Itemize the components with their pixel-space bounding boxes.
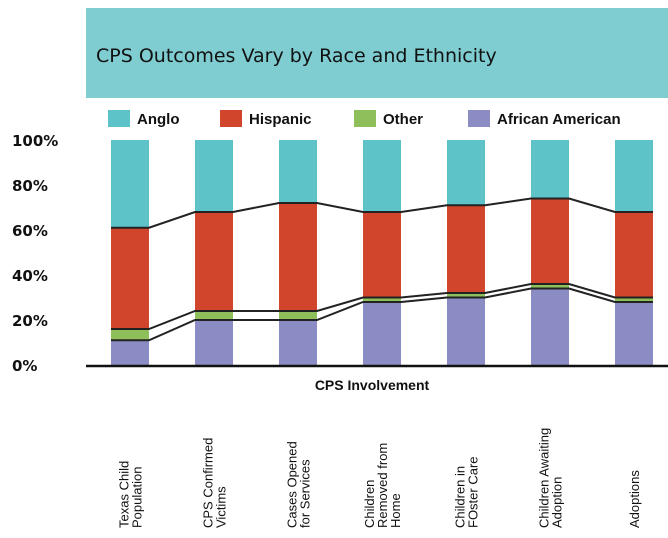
bar-segment: [279, 203, 317, 311]
bar-segment: [279, 311, 317, 320]
y-tick-label: 40%: [12, 267, 48, 285]
bar-segment: [111, 140, 149, 228]
y-axis: 0% 20% 40% 60% 80% 100%: [12, 132, 58, 375]
bar-segment: [447, 140, 485, 206]
legend-label: Other: [383, 111, 423, 128]
legend: Anglo Hispanic Other African American: [86, 98, 668, 140]
x-tick-label-line: Population: [130, 467, 145, 528]
bar-segment: [279, 320, 317, 365]
bar-segment: [363, 212, 401, 298]
bar-segment: [615, 302, 653, 365]
bar-segment: [363, 140, 401, 212]
x-tick-label-line: Removed from: [375, 443, 390, 528]
legend-swatch: [220, 110, 242, 127]
legend-label: African American: [497, 111, 621, 128]
y-tick-label: 60%: [12, 222, 48, 240]
x-tick-label-line: for Services: [298, 459, 313, 528]
bar-segment: [363, 297, 401, 302]
legend-background: [86, 98, 668, 140]
x-tick-label-line: Children Awaiting: [537, 428, 552, 528]
legend-swatch: [108, 110, 130, 127]
x-tick-label-line: Victims: [214, 486, 229, 528]
bar-segment: [615, 140, 653, 212]
x-tick-label-line: Adoptions: [627, 470, 642, 528]
bar-segment: [363, 302, 401, 365]
legend-swatch: [468, 110, 490, 127]
x-tick-label-line: FOster Care: [466, 456, 481, 528]
x-tick-label-line: Children: [362, 480, 377, 528]
segment-boundary-line: [111, 287, 653, 342]
x-tick-label-line: Home: [388, 493, 403, 528]
bar-segment: [111, 227, 149, 329]
bar-segment: [531, 284, 569, 289]
x-tick-label-line: CPS Confirmed: [201, 438, 216, 528]
boundary-lines: [111, 197, 653, 342]
chart-title: CPS Outcomes Vary by Race and Ethnicity: [96, 45, 497, 67]
x-tick-label-line: Texas Child: [117, 461, 132, 528]
bar-segment: [111, 340, 149, 365]
x-tick-label-line: Adoption: [550, 477, 565, 528]
segment-boundary-line: [111, 197, 653, 229]
legend-label: Hispanic: [249, 111, 312, 128]
bar-segment: [195, 212, 233, 311]
bar-segment: [531, 288, 569, 365]
bar-segment: [279, 140, 317, 203]
bar-segment: [195, 320, 233, 365]
y-tick-label: 20%: [12, 312, 48, 330]
bars: [111, 140, 653, 365]
bar-segment: [447, 297, 485, 365]
bar-segment: [531, 198, 569, 284]
legend-swatch: [354, 110, 376, 127]
segment-boundary-line: [111, 283, 653, 330]
bar-segment: [195, 311, 233, 320]
bar-segment: [531, 140, 569, 199]
x-tick-label-line: Children in: [453, 466, 468, 528]
title-banner: [86, 8, 668, 98]
x-tick-label: Adoptions: [627, 470, 642, 528]
bar-segment: [447, 205, 485, 293]
x-axis-title: CPS Involvement: [315, 377, 430, 393]
bar-segment: [447, 293, 485, 298]
y-tick-label: 100%: [12, 132, 58, 150]
bar-segment: [615, 297, 653, 302]
bar-segment: [195, 140, 233, 212]
legend-label: Anglo: [137, 111, 180, 128]
x-tick-label-line: Cases Opened: [285, 441, 300, 528]
y-tick-label: 80%: [12, 177, 48, 195]
y-tick-label: 0%: [12, 357, 37, 375]
bar-segment: [111, 329, 149, 341]
bar-segment: [615, 212, 653, 298]
